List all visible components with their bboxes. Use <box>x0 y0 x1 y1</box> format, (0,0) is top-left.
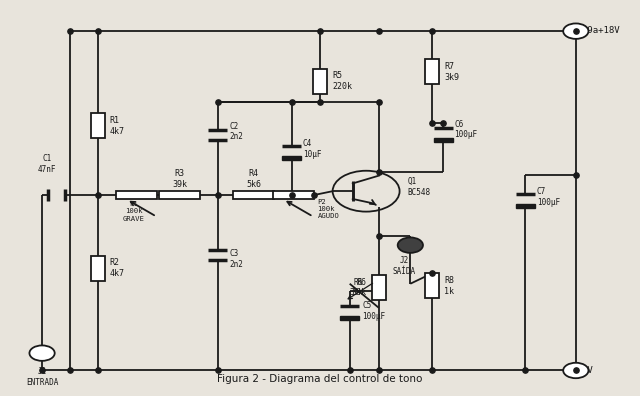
Text: R5
220k: R5 220k <box>332 71 352 91</box>
Text: R3
39k: R3 39k <box>172 169 188 189</box>
Text: R7
3k9: R7 3k9 <box>444 62 460 82</box>
Text: C5
100μF: C5 100μF <box>362 301 385 321</box>
Text: R6
39k: R6 39k <box>349 278 363 297</box>
Text: J2
SAÍDA: J2 SAÍDA <box>392 256 415 276</box>
Bar <box>91 256 104 281</box>
Text: C2
2n2: C2 2n2 <box>229 122 243 141</box>
Text: Q1
BC548: Q1 BC548 <box>407 177 430 197</box>
Text: P2
100k
AGUDO: P2 100k AGUDO <box>317 198 339 219</box>
Polygon shape <box>516 204 535 208</box>
Bar <box>313 69 327 94</box>
Circle shape <box>563 23 588 39</box>
Bar <box>426 59 440 84</box>
Bar <box>372 275 386 300</box>
Text: P1
100k
GRAVE: P1 100k GRAVE <box>123 201 145 222</box>
Text: C7
100μF: C7 100μF <box>537 187 560 207</box>
Bar <box>273 191 314 199</box>
Circle shape <box>563 363 588 378</box>
Text: +9a+18V: +9a+18V <box>582 26 620 35</box>
Bar <box>159 191 200 199</box>
Circle shape <box>29 345 54 361</box>
Text: C4
10μF: C4 10μF <box>303 139 321 159</box>
Text: J1
ENTRADA: J1 ENTRADA <box>26 367 58 387</box>
Polygon shape <box>282 156 301 160</box>
Text: R4
5k6: R4 5k6 <box>246 169 261 189</box>
Text: R1
4k7: R1 4k7 <box>109 116 125 135</box>
Text: R8
1k: R8 1k <box>444 276 454 295</box>
Polygon shape <box>434 138 452 142</box>
Text: R2
4k7: R2 4k7 <box>109 259 125 278</box>
Polygon shape <box>340 316 359 320</box>
Text: Figura 2 - Diagrama del control de tono: Figura 2 - Diagrama del control de tono <box>218 373 422 384</box>
Bar <box>116 191 157 199</box>
Text: C1
47nF: C1 47nF <box>38 154 56 174</box>
Bar <box>426 273 440 298</box>
Circle shape <box>397 238 423 253</box>
Bar <box>91 113 104 138</box>
Bar <box>233 191 274 199</box>
Text: 0V: 0V <box>582 366 593 375</box>
Text: C6
100μF: C6 100μF <box>454 120 477 139</box>
Text: C3
2n2: C3 2n2 <box>229 249 243 268</box>
Text: R6
39k: R6 39k <box>352 278 367 297</box>
